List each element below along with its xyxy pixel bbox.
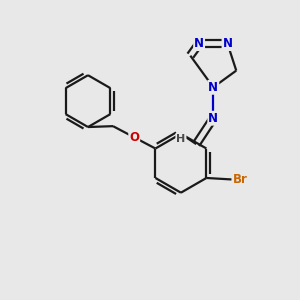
Text: O: O <box>129 131 139 144</box>
Text: N: N <box>208 112 218 125</box>
Text: Br: Br <box>233 173 248 186</box>
Text: N: N <box>223 37 232 50</box>
Text: N: N <box>208 81 218 94</box>
Text: N: N <box>194 37 204 50</box>
Text: H: H <box>176 134 185 144</box>
